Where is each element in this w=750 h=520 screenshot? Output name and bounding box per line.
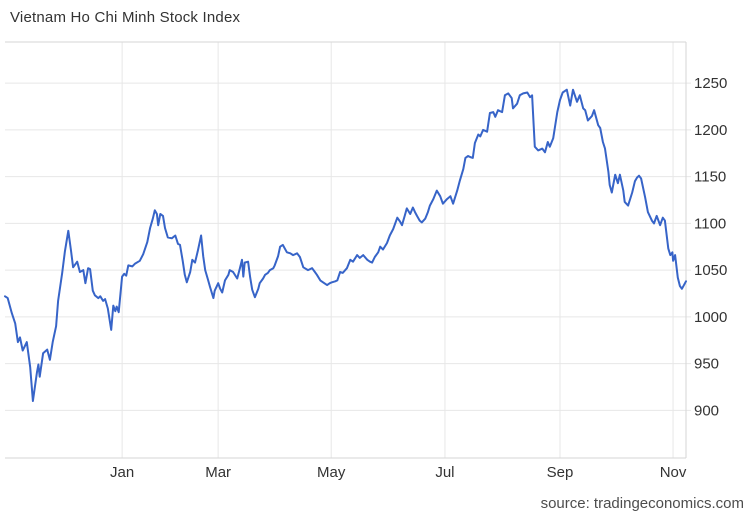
chart-title: Vietnam Ho Chi Minh Stock Index [10,9,241,26]
y-axis-tick-label: 1000 [694,309,727,326]
y-axis-tick-label: 900 [694,402,719,419]
x-axis-tick-label: Jul [435,464,454,481]
y-axis-tick-label: 1150 [694,169,726,186]
source-credit-link[interactable]: source: tradingeconomics.com [540,495,744,512]
y-axis-tick-label: 1100 [694,215,726,232]
x-axis-tick-label: Jan [110,464,134,481]
y-axis-tick-label: 1200 [694,122,727,139]
x-axis-tick-label: Mar [205,464,231,481]
price-line [4,88,687,402]
x-axis-tick-label: Nov [660,464,687,481]
y-axis-tick-label: 1250 [694,75,727,92]
x-axis-tick-label: Sep [547,464,574,481]
y-axis-tick-label: 1050 [694,262,727,279]
y-axis-tick-label: 950 [694,356,719,373]
x-axis-tick-label: May [317,464,346,481]
